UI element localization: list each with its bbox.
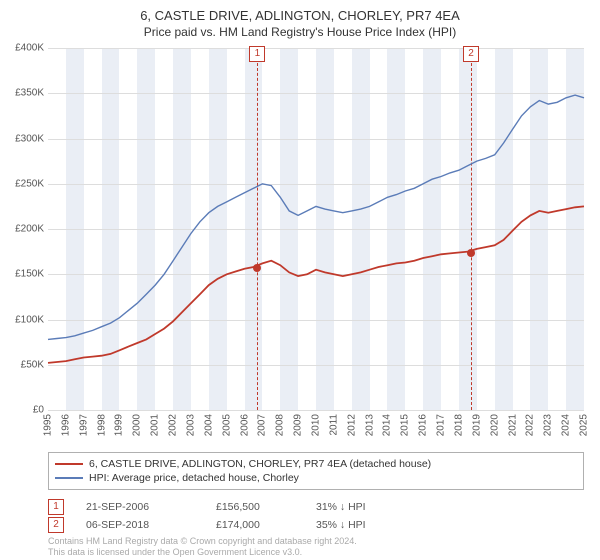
y-axis-label: £150K [0,269,44,280]
footer-line1: Contains HM Land Registry data © Crown c… [48,536,357,546]
x-axis-label: 2016 [418,414,429,444]
x-axis-label: 2001 [150,414,161,444]
y-axis-label: £200K [0,224,44,235]
series-svg [48,48,584,410]
x-axis-label: 2000 [132,414,143,444]
legend-row: HPI: Average price, detached house, Chor… [55,471,577,485]
x-axis-label: 1996 [60,414,71,444]
x-axis-label: 2020 [489,414,500,444]
legend-label: HPI: Average price, detached house, Chor… [89,472,299,484]
event-price: £156,500 [216,501,316,513]
chart-title: 6, CASTLE DRIVE, ADLINGTON, CHORLEY, PR7… [0,0,600,23]
event-pct: 35% ↓ HPI [316,519,436,531]
x-axis-label: 2011 [328,414,339,444]
x-axis-label: 2010 [311,414,322,444]
legend-swatch [55,463,83,465]
x-axis-label: 1997 [78,414,89,444]
plot-area: £0£50K£100K£150K£200K£250K£300K£350K£400… [48,48,584,410]
x-axis-label: 2019 [471,414,482,444]
x-axis-label: 2021 [507,414,518,444]
y-axis-label: £250K [0,178,44,189]
event-date: 21-SEP-2006 [86,501,216,513]
y-axis-label: £100K [0,314,44,325]
x-axis-label: 2025 [579,414,590,444]
event-price: £174,000 [216,519,316,531]
events-table: 1 21-SEP-2006 £156,500 31% ↓ HPI 2 06-SE… [48,498,436,534]
legend-swatch [55,477,83,479]
chart-container: 6, CASTLE DRIVE, ADLINGTON, CHORLEY, PR7… [0,0,600,560]
x-axis-label: 2012 [346,414,357,444]
x-axis-label: 2004 [203,414,214,444]
x-axis-label: 2024 [561,414,572,444]
legend-label: 6, CASTLE DRIVE, ADLINGTON, CHORLEY, PR7… [89,458,431,470]
x-axis-label: 2018 [453,414,464,444]
x-axis-label: 2003 [185,414,196,444]
x-axis-label: 2009 [293,414,304,444]
x-axis-label: 2008 [275,414,286,444]
x-axis-label: 2006 [239,414,250,444]
event-id-box: 1 [48,499,64,515]
footer-line2: This data is licensed under the Open Gov… [48,547,302,557]
x-axis-label: 2023 [543,414,554,444]
table-row: 2 06-SEP-2018 £174,000 35% ↓ HPI [48,516,436,534]
series-line [48,95,584,339]
x-axis-label: 2002 [168,414,179,444]
y-axis-label: £400K [0,43,44,54]
x-axis-label: 1998 [96,414,107,444]
x-axis-label: 1995 [43,414,54,444]
y-axis-label: £50K [0,359,44,370]
x-axis-label: 2013 [364,414,375,444]
table-row: 1 21-SEP-2006 £156,500 31% ↓ HPI [48,498,436,516]
event-date: 06-SEP-2018 [86,519,216,531]
x-axis-label: 2014 [382,414,393,444]
x-axis-label: 2017 [436,414,447,444]
y-axis-label: £300K [0,133,44,144]
y-axis-label: £350K [0,88,44,99]
x-axis-label: 2007 [257,414,268,444]
x-axis-label: 1999 [114,414,125,444]
footer-text: Contains HM Land Registry data © Crown c… [48,536,357,558]
x-axis-label: 2005 [221,414,232,444]
event-pct: 31% ↓ HPI [316,501,436,513]
chart-subtitle: Price paid vs. HM Land Registry's House … [0,23,600,39]
legend-row: 6, CASTLE DRIVE, ADLINGTON, CHORLEY, PR7… [55,457,577,471]
series-line [48,206,584,363]
x-axis-label: 2015 [400,414,411,444]
event-id-box: 2 [48,517,64,533]
x-axis-label: 2022 [525,414,536,444]
legend-box: 6, CASTLE DRIVE, ADLINGTON, CHORLEY, PR7… [48,452,584,490]
y-axis-label: £0 [0,405,44,416]
